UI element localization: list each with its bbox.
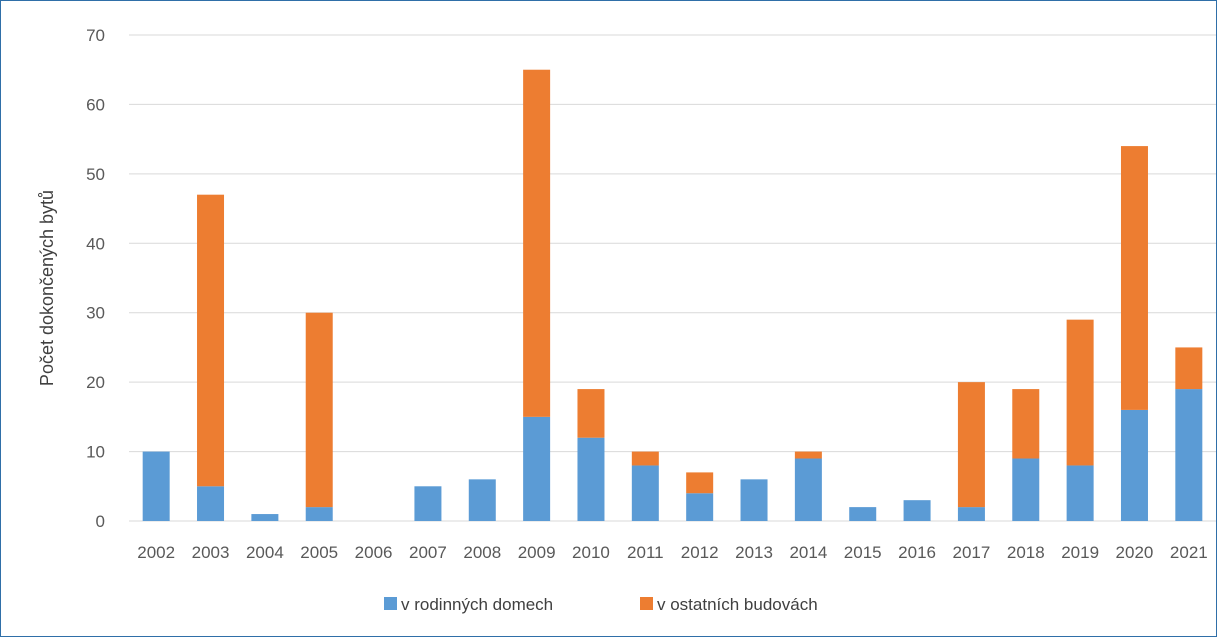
x-tick-label: 2011 xyxy=(627,543,664,562)
x-tick-label: 2009 xyxy=(518,543,556,562)
bar-rodinne-domy-2016 xyxy=(903,500,931,521)
bar-rodinne-domy-2010 xyxy=(577,437,605,521)
x-tick-label: 2017 xyxy=(953,543,991,562)
bar-rodinne-domy-2014 xyxy=(794,458,822,521)
legend-label: v ostatních budovách xyxy=(657,595,818,614)
x-tick-label: 2010 xyxy=(572,543,610,562)
legend-swatch xyxy=(384,597,397,610)
x-tick-label: 2008 xyxy=(463,543,501,562)
y-tick-label: 70 xyxy=(86,26,105,45)
x-tick-label: 2012 xyxy=(681,543,719,562)
bar-rodinne-domy-2015 xyxy=(849,507,877,521)
bar-rodinne-domy-2004 xyxy=(251,514,279,521)
x-tick-label: 2002 xyxy=(137,543,175,562)
y-tick-label: 40 xyxy=(86,234,105,253)
bar-ostatni-budovy-2003 xyxy=(197,194,225,487)
x-tick-label: 2005 xyxy=(300,543,338,562)
bar-rodinne-domy-2002 xyxy=(142,451,170,521)
bar-ostatni-budovy-2014 xyxy=(794,451,822,459)
x-tick-label: 2020 xyxy=(1116,543,1154,562)
x-tick-label: 2014 xyxy=(789,543,827,562)
legend: v rodinných domech v ostatních budovách xyxy=(384,595,818,614)
bar-ostatni-budovy-2009 xyxy=(523,69,551,417)
x-tick-label: 2015 xyxy=(844,543,882,562)
bar-rodinne-domy-2005 xyxy=(305,507,333,521)
bar-rodinne-domy-2017 xyxy=(957,507,985,521)
legend-swatch xyxy=(640,597,653,610)
x-tick-label: 2006 xyxy=(355,543,393,562)
y-tick-label: 0 xyxy=(96,512,105,531)
y-tick-label: 20 xyxy=(86,373,105,392)
y-tick-label: 60 xyxy=(86,95,105,114)
bar-rodinne-domy-2003 xyxy=(197,486,225,521)
y-tick-label: 30 xyxy=(86,304,105,323)
y-axis-label: Počet dokončených bytů xyxy=(37,190,57,386)
legend-label: v rodinných domech xyxy=(401,595,553,614)
bar-rodinne-domy-2020 xyxy=(1120,409,1148,521)
x-tick-label: 2007 xyxy=(409,543,447,562)
bar-ostatni-budovy-2012 xyxy=(686,472,714,494)
bar-ostatni-budovy-2010 xyxy=(577,389,605,438)
bar-rodinne-domy-2011 xyxy=(631,465,659,521)
x-tick-label: 2021 xyxy=(1170,543,1208,562)
bar-rodinne-domy-2021 xyxy=(1175,389,1203,521)
bar-rodinne-domy-2007 xyxy=(414,486,442,521)
bar-ostatni-budovy-2019 xyxy=(1066,319,1094,466)
bar-ostatni-budovy-2011 xyxy=(631,451,659,466)
x-tick-label: 2013 xyxy=(735,543,773,562)
x-tick-label: 2016 xyxy=(898,543,936,562)
bar-rodinne-domy-2009 xyxy=(523,416,551,521)
bars xyxy=(142,69,1203,521)
bar-ostatni-budovy-2021 xyxy=(1175,347,1203,390)
bar-rodinne-domy-2019 xyxy=(1066,465,1094,521)
bar-ostatni-budovy-2017 xyxy=(957,382,985,508)
bar-rodinne-domy-2012 xyxy=(686,493,714,521)
y-tick-label: 50 xyxy=(86,165,105,184)
bar-ostatni-budovy-2020 xyxy=(1120,146,1148,410)
gridlines xyxy=(129,34,1216,522)
bar-ostatni-budovy-2005 xyxy=(305,312,333,508)
x-tick-label: 2019 xyxy=(1061,543,1099,562)
bar-ostatni-budovy-2018 xyxy=(1012,389,1040,459)
x-tick-label: 2003 xyxy=(192,543,230,562)
bar-rodinne-domy-2013 xyxy=(740,479,768,521)
x-tick-label: 2004 xyxy=(246,543,284,562)
y-tick-label: 10 xyxy=(86,443,105,462)
axis-ticks: 0 10 20 30 40 50 60 70 2002 2003 2004 2005 2006 2007 2… xyxy=(86,26,1208,562)
bar-rodinne-domy-2018 xyxy=(1012,458,1040,521)
bar-rodinne-domy-2008 xyxy=(468,479,496,521)
x-tick-label: 2018 xyxy=(1007,543,1045,562)
